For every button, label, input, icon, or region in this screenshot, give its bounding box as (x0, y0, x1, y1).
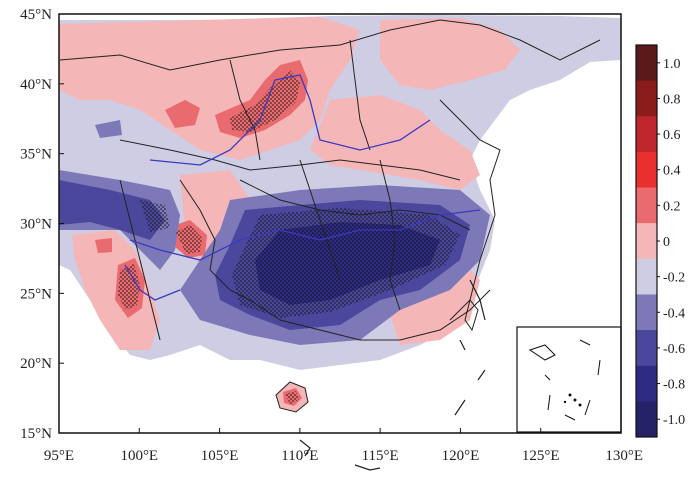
colorbar-label: -0.6 (663, 342, 685, 357)
rivers (124, 74, 481, 301)
colorbar-label: 0.8 (663, 92, 681, 107)
colorbar-label: -0.2 (663, 271, 685, 286)
inset-map (516, 326, 622, 433)
lon-tick-label: 115°E (362, 448, 399, 464)
coastline-fragments (299, 279, 486, 471)
colorbar-segment (636, 258, 657, 295)
stipple-tibet (140, 200, 170, 232)
lon-tick-label: 95°E (44, 448, 74, 464)
colorbar: 1.0 0.8 0.6 0.4 0.2 0 -0.2 -0.4 -0.6 -0.8 -1.0 (635, 44, 685, 438)
stipple-south (232, 208, 460, 318)
lat-tick-label: 40°N (20, 77, 52, 93)
latitude-axis: 45°N 40°N 35°N 30°N 25°N 20°N 15°N (20, 7, 64, 442)
red-region-xinjiang (95, 238, 112, 253)
colorbar-label: -0.4 (663, 306, 685, 321)
longitude-axis: 95°E 100°E 105°E 110°E 115°E 120°E 125°E 130°E (44, 428, 643, 464)
lon-tick-label: 120°E (442, 448, 480, 464)
colorbar-label: 0.2 (663, 199, 681, 214)
stipple-hainan (285, 391, 299, 404)
pink-region-east (310, 95, 480, 190)
colorbar-segment (636, 330, 657, 367)
colorbar-label: -1.0 (663, 413, 685, 428)
colorbar-segment (636, 401, 657, 438)
purple-region-west-strip (95, 120, 122, 138)
lat-tick-label: 35°N (20, 147, 52, 163)
stipple-sichuan (176, 225, 202, 254)
colorbar-segment (636, 187, 657, 224)
shaded-field (59, 15, 621, 412)
colorbar-label: 0 (663, 235, 670, 250)
lat-tick-label: 45°N (20, 7, 52, 23)
colorbar-segment (636, 80, 657, 117)
colorbar-label: -0.8 (663, 378, 685, 393)
colorbar-segment (636, 223, 657, 260)
colorbar-label: 1.0 (663, 57, 681, 72)
lat-tick-label: 25°N (20, 286, 52, 302)
lon-tick-label: 100°E (120, 448, 158, 464)
colorbar-segment (636, 294, 657, 331)
colorbar-segment (636, 365, 657, 402)
lat-tick-label: 30°N (20, 217, 52, 233)
colorbar-segment (636, 45, 657, 82)
lat-tick-label: 15°N (20, 426, 52, 442)
dark-purple-region-tibet (59, 180, 165, 240)
colorbar-segment (636, 151, 657, 189)
colorbar-segment (636, 116, 657, 153)
colorbar-label: 0.4 (663, 164, 681, 179)
stipple-yunnan (118, 264, 140, 310)
pink-region-north (59, 17, 360, 160)
stipple-loess (230, 70, 300, 132)
lon-tick-label: 130°E (605, 448, 643, 464)
red-region-north-small (165, 100, 200, 128)
pink-region-northeast (380, 18, 520, 90)
lon-tick-label: 110°E (281, 448, 318, 464)
lon-tick-label: 125°E (522, 448, 560, 464)
lon-tick-label: 105°E (201, 448, 239, 464)
colorbar-label: 0.6 (663, 128, 681, 143)
lat-tick-label: 20°N (20, 356, 52, 372)
